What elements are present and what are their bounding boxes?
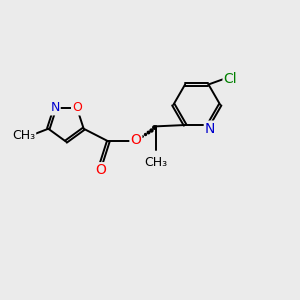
Text: CH₃: CH₃: [12, 130, 35, 142]
Text: O: O: [130, 133, 141, 147]
Text: N: N: [205, 122, 215, 136]
Text: CH₃: CH₃: [145, 156, 168, 169]
Text: O: O: [72, 101, 82, 115]
Text: O: O: [95, 163, 106, 177]
Text: N: N: [50, 101, 60, 115]
Text: Cl: Cl: [224, 72, 237, 86]
